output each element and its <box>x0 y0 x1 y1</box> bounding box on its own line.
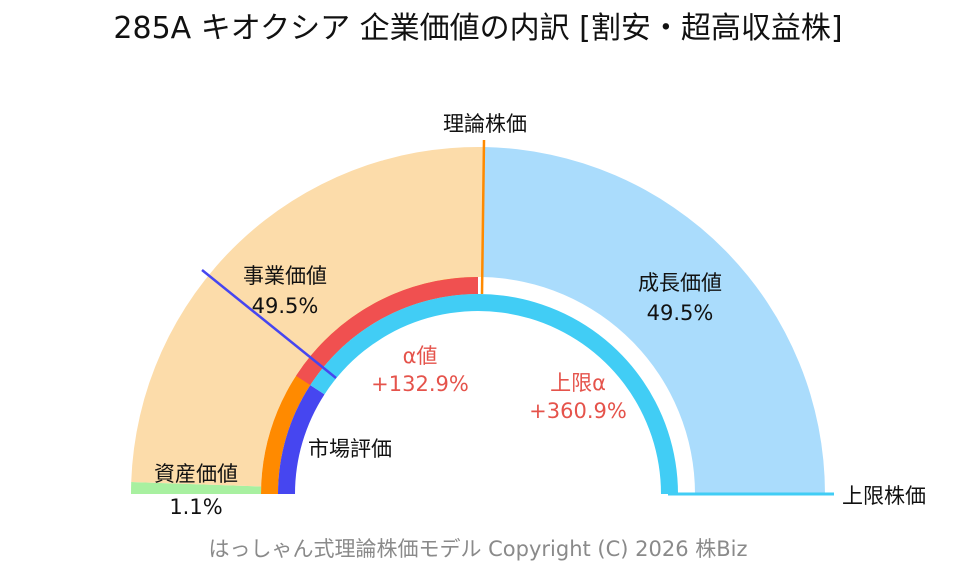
upper-alpha-label: 上限α <box>550 371 606 395</box>
upper-alpha-value: +360.9% <box>529 399 627 423</box>
business-value-percent: 49.5% <box>252 294 319 318</box>
growth-value-label: 成長価値 <box>638 271 722 295</box>
marker-lines <box>201 139 834 496</box>
chart-title: 285A キオクシア 企業価値の内訳 [割安・超高収益株] <box>113 11 842 46</box>
asset-value-segment <box>131 482 262 494</box>
asset-value-percent: 1.1% <box>169 495 222 519</box>
business-value-label: 事業価値 <box>243 264 327 288</box>
footer-copyright: はっしゃん式理論株価モデル Copyright (C) 2026 株Biz <box>208 537 747 561</box>
theoretical-price-line <box>480 139 486 295</box>
market-valuation-arc <box>278 385 325 494</box>
market-valuation-line <box>201 269 337 379</box>
alpha-value: +132.9% <box>371 372 469 396</box>
arc-layer <box>131 147 825 494</box>
alpha-label: α値 <box>403 344 438 368</box>
upper-alpha-arc <box>310 294 678 494</box>
alpha-arc <box>296 277 478 386</box>
growth-value-segment <box>481 147 825 494</box>
asset-value-label: 資産価値 <box>154 462 238 486</box>
growth-value-percent: 49.5% <box>647 301 714 325</box>
upper-limit-price-label: 上限株価 <box>842 484 926 508</box>
theoretical-price-label: 理論株価 <box>443 112 527 136</box>
business-value-segment <box>131 147 484 487</box>
market-valuation-label: 市場評価 <box>308 437 392 461</box>
